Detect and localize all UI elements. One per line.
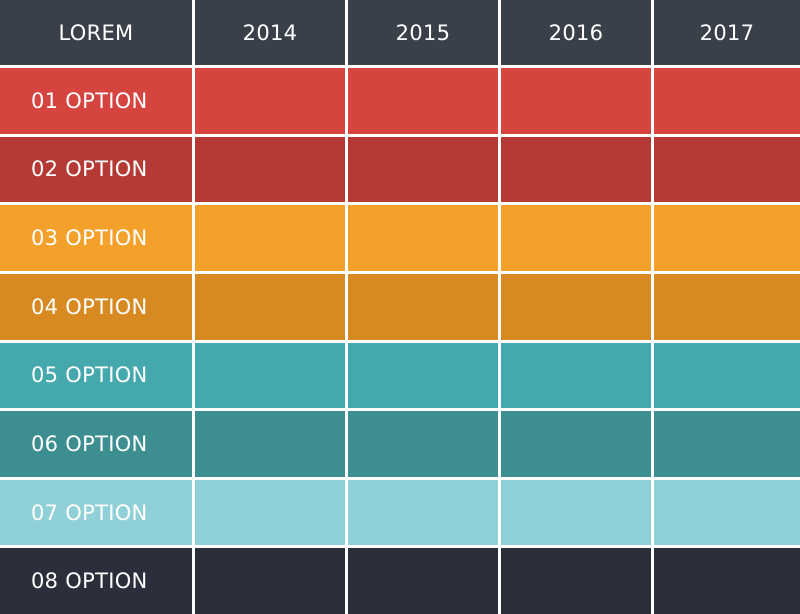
cell xyxy=(195,548,345,614)
cell xyxy=(195,273,345,340)
header-cell: LOREM xyxy=(0,0,192,65)
cell xyxy=(348,68,498,134)
cell xyxy=(348,411,498,477)
row-label: 06 OPTION xyxy=(0,411,192,477)
cell xyxy=(654,411,800,477)
cell xyxy=(654,342,800,409)
cell xyxy=(195,68,345,134)
row-label: 03 OPTION xyxy=(0,205,192,271)
header-cell: 2015 xyxy=(348,0,498,65)
cell xyxy=(501,411,651,477)
cell xyxy=(195,205,345,271)
cell xyxy=(501,205,651,271)
cell xyxy=(501,68,651,134)
header-cell: 2014 xyxy=(195,0,345,65)
cell xyxy=(501,479,651,546)
cell xyxy=(654,273,800,340)
cell xyxy=(195,136,345,203)
cell xyxy=(195,342,345,409)
row-label: 07 OPTION xyxy=(0,479,192,546)
cell xyxy=(348,136,498,203)
cell xyxy=(348,479,498,546)
row-label: 02 OPTION xyxy=(0,136,192,203)
cell xyxy=(501,342,651,409)
row-label: 01 OPTION xyxy=(0,68,192,134)
cell xyxy=(501,136,651,203)
header-cell: 2017 xyxy=(654,0,800,65)
header-cell: 2016 xyxy=(501,0,651,65)
cell xyxy=(654,205,800,271)
row-label: 05 OPTION xyxy=(0,342,192,409)
cell xyxy=(348,342,498,409)
row-label: 04 OPTION xyxy=(0,273,192,340)
row-label: 08 OPTION xyxy=(0,548,192,614)
cell xyxy=(195,479,345,546)
cell xyxy=(654,136,800,203)
cell xyxy=(348,205,498,271)
cell xyxy=(654,548,800,614)
cell xyxy=(654,479,800,546)
cell xyxy=(501,273,651,340)
cell xyxy=(501,548,651,614)
cell xyxy=(654,68,800,134)
cell xyxy=(348,548,498,614)
cell xyxy=(348,273,498,340)
cell xyxy=(195,411,345,477)
